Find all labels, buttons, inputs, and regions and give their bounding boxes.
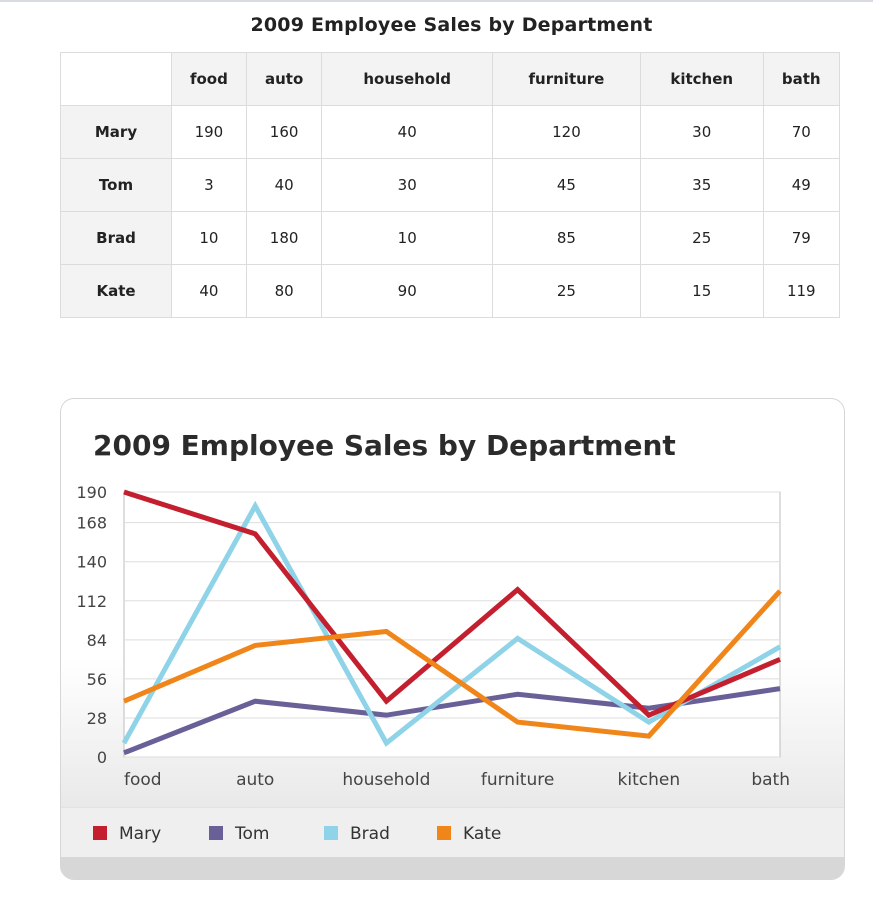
series-line-kate: [123, 589, 782, 739]
legend-item-kate: Kate: [437, 824, 501, 844]
legend-swatch-brad: [324, 826, 338, 840]
y-tick-label: 56: [87, 670, 107, 689]
table-cell: 40: [321, 105, 493, 159]
table-cell: 180: [245, 211, 323, 265]
table-header-row: food auto household furniture kitchen ba…: [60, 52, 841, 106]
row-header: Brad: [60, 211, 172, 265]
corner-cell: [60, 52, 172, 106]
table-cell: 70: [762, 105, 841, 159]
y-tick-label: 112: [76, 592, 107, 611]
chart-panel: 2009 Employee Sales by Department 0 28 56 8…: [60, 398, 845, 880]
legend-label: Kate: [463, 824, 502, 844]
line-chart: 0 28 56 84 112 140 168 190 food auto household furn…: [76, 483, 790, 790]
legend-label: Brad: [350, 824, 390, 844]
legend-swatch-kate: [437, 826, 451, 840]
table-cell: 160: [245, 105, 323, 159]
legend-swatch-mary: [93, 826, 107, 840]
column-header: food: [171, 52, 247, 106]
series-line-mary: [123, 489, 781, 719]
column-header: kitchen: [639, 52, 764, 106]
legend-item-tom: Tom: [209, 824, 269, 844]
x-tick-label: kitchen: [618, 770, 681, 790]
table-cell: 25: [492, 264, 641, 318]
legend-item-mary: Mary: [93, 824, 161, 844]
table-cell: 30: [639, 105, 764, 159]
x-tick-label: furniture: [481, 770, 554, 790]
table-cell: 85: [492, 211, 641, 265]
y-tick-label: 0: [97, 748, 107, 767]
table-cell: 120: [492, 105, 641, 159]
table-cell: 49: [762, 158, 841, 212]
table-cell: 15: [639, 264, 764, 318]
y-tick-label: 190: [76, 483, 107, 502]
column-header: furniture: [492, 52, 641, 106]
legend-label: Tom: [235, 824, 270, 844]
chart-legend: Mary Tom Brad Kate: [61, 807, 844, 858]
y-tick-label: 28: [87, 709, 107, 728]
plot-area: [123, 491, 781, 758]
table-row: Mary 190 160 40 120 30 70: [60, 105, 841, 159]
legend-label: Mary: [119, 824, 162, 844]
table-cell: 45: [492, 158, 641, 212]
column-header: auto: [245, 52, 323, 106]
table-cell: 90: [321, 264, 493, 318]
table-cell: 79: [762, 211, 841, 265]
row-header: Mary: [60, 105, 172, 159]
table-cell: 190: [171, 105, 247, 159]
table-row: Brad 10 180 10 85 25 79: [60, 211, 841, 265]
x-tick-label: auto: [236, 770, 274, 790]
x-tick-label: food: [124, 770, 162, 790]
row-header: Tom: [60, 158, 172, 212]
row-header: Kate: [60, 264, 172, 318]
column-header: household: [321, 52, 493, 106]
top-border: [0, 0, 873, 2]
table-title: 2009 Employee Sales by Department: [250, 14, 653, 36]
table-row: Kate 40 80 90 25 15 119: [60, 264, 841, 318]
table-cell: 10: [171, 211, 247, 265]
x-tick-label: household: [342, 770, 430, 790]
chart-title: 2009 Employee Sales by Department: [93, 429, 676, 462]
table-cell: 3: [171, 158, 247, 212]
y-tick-label: 168: [76, 514, 107, 533]
column-header: bath: [762, 52, 841, 106]
y-tick-label: 140: [76, 553, 107, 572]
table-cell: 40: [171, 264, 247, 318]
table-cell: 35: [639, 158, 764, 212]
table-cell: 119: [762, 264, 841, 318]
table-cell: 40: [245, 158, 323, 212]
y-tick-label: 84: [87, 631, 107, 650]
legend-item-brad: Brad: [324, 824, 390, 844]
legend-swatch-tom: [209, 826, 223, 840]
table-cell: 30: [321, 158, 493, 212]
table-cell: 80: [245, 264, 323, 318]
x-tick-label: bath: [751, 770, 790, 790]
table-row: Tom 3 40 30 45 35 49: [60, 158, 841, 212]
table-cell: 25: [639, 211, 764, 265]
table-cell: 10: [321, 211, 493, 265]
sales-table: food auto household furniture kitchen ba…: [60, 52, 841, 318]
panel-footer: [61, 857, 844, 879]
